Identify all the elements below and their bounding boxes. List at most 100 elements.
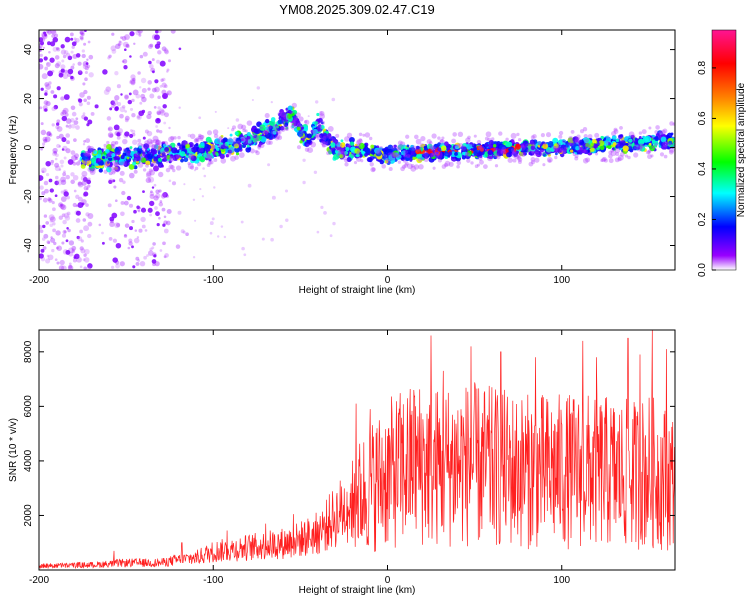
spectral-point (439, 139, 444, 143)
spectral-point (483, 164, 488, 169)
spectral-point (338, 147, 345, 154)
spectral-point (235, 137, 242, 144)
spectral-point (369, 162, 374, 167)
spectral-point (49, 216, 56, 223)
spectral-point (154, 79, 159, 84)
spectral-point (149, 93, 155, 99)
spectral-point (74, 40, 78, 44)
spectral-point (149, 64, 154, 69)
spectral-point (87, 213, 94, 219)
snr-series-line (39, 330, 675, 570)
spectral-point (130, 80, 136, 86)
spectral-point (487, 155, 493, 162)
spectral-point (268, 125, 273, 131)
spectral-point (168, 160, 172, 164)
spectral-point (227, 150, 233, 156)
spectral-point (198, 134, 204, 140)
spectral-point (310, 141, 317, 148)
spectral-point (44, 92, 48, 96)
spectral-point (68, 240, 75, 246)
spectral-point (47, 197, 52, 201)
spectral-point (418, 164, 424, 170)
spectral-point (182, 145, 186, 150)
spectral-point (199, 137, 204, 142)
spectral-point (148, 44, 153, 49)
spectral-point (148, 60, 152, 65)
spectral-point (161, 89, 167, 95)
spectral-point (605, 140, 611, 146)
spectral-point (58, 168, 62, 171)
spectral-point (138, 33, 142, 37)
spectral-point (390, 151, 395, 157)
spectral-point (235, 140, 242, 147)
spectral-point (617, 142, 622, 147)
spectral-point (162, 157, 167, 162)
spectral-point (367, 157, 373, 163)
spectral-point (582, 145, 586, 149)
spectral-point (331, 97, 336, 102)
spectral-point (397, 140, 403, 146)
spectral-point (50, 90, 55, 94)
spectral-point (132, 157, 138, 163)
spectral-point (175, 154, 181, 159)
spectral-point (648, 126, 652, 130)
spectral-point (139, 157, 143, 162)
spectral-point (124, 115, 130, 121)
spectral-point (113, 124, 120, 131)
spectral-point (73, 189, 77, 193)
spectral-point (55, 246, 59, 250)
spectral-point (56, 143, 61, 149)
spectral-point (415, 145, 420, 150)
spectral-point (144, 229, 148, 232)
spectral-point (144, 129, 149, 134)
spectral-point (460, 145, 467, 151)
spectral-point (270, 100, 273, 104)
spectral-point (106, 161, 110, 164)
spectral-point (81, 180, 87, 186)
spectral-point (42, 136, 48, 142)
spectral-point (52, 228, 57, 233)
spectral-point (111, 152, 116, 158)
spectral-point (54, 165, 61, 172)
spectral-point (332, 221, 336, 226)
spectral-point (270, 237, 274, 242)
spectral-point (65, 249, 71, 255)
spectral-point (302, 180, 306, 185)
spectral-point (211, 144, 216, 149)
spectral-point (81, 114, 86, 120)
spectral-point (256, 135, 262, 141)
spectral-point (617, 154, 624, 161)
spectral-point (193, 169, 197, 172)
spectral-point (71, 123, 76, 129)
spectral-point (73, 256, 77, 259)
spectral-point (87, 119, 93, 125)
spectral-point (73, 120, 79, 125)
spectral-point (326, 134, 332, 139)
spectral-point (159, 130, 163, 134)
spectral-point (441, 164, 447, 169)
spectral-point (81, 170, 88, 177)
spectral-point (71, 245, 77, 251)
spectral-point (69, 124, 72, 127)
spectral-point (152, 135, 159, 142)
spectral-point (188, 147, 193, 152)
spectral-point (115, 263, 120, 269)
spectral-point (552, 145, 557, 150)
spectral-point (356, 143, 361, 148)
spectral-point (422, 153, 426, 158)
spectral-point (148, 250, 154, 256)
spectral-point (163, 220, 168, 225)
spectral-point (515, 150, 519, 155)
spectral-point (407, 163, 413, 170)
spectral-point (70, 118, 75, 123)
spectral-point (60, 196, 67, 202)
spectral-point (116, 84, 121, 89)
spectral-point (149, 43, 154, 48)
spectral-point (246, 144, 250, 148)
spectral-point (618, 136, 625, 143)
spectral-point (569, 143, 573, 147)
spectral-point (315, 134, 322, 141)
spectral-point (126, 195, 132, 201)
spectral-point (530, 150, 534, 154)
spectral-point (43, 56, 48, 61)
